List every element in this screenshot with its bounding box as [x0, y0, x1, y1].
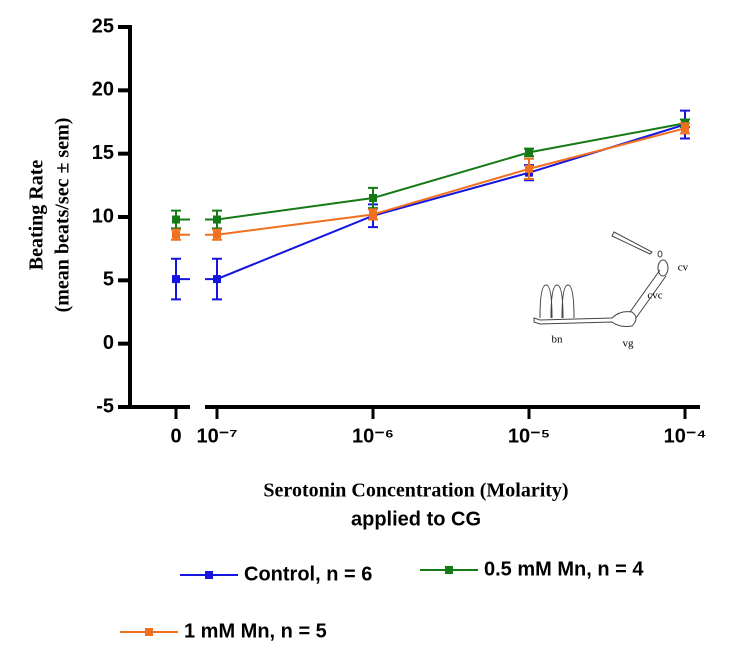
legend-entry: 0.5 mM Mn, n = 4 — [420, 558, 644, 580]
y-tick-label: 15 — [92, 142, 114, 164]
y-tick-label: -5 — [96, 395, 114, 417]
inset-label: cv — [678, 262, 689, 274]
marker — [213, 215, 221, 224]
legend-marker — [145, 628, 153, 636]
inset-label: cvc — [647, 290, 662, 302]
marker — [213, 275, 221, 284]
inset-diagram — [533, 231, 669, 327]
marker — [681, 124, 689, 133]
marker — [172, 275, 180, 284]
y-tick-label: 10 — [92, 205, 114, 227]
bn-loops — [539, 284, 575, 319]
cvc-trunk — [629, 269, 667, 319]
y-axis-label-line: Beating Rate — [26, 160, 48, 271]
y-tick-label: 0 — [103, 332, 114, 354]
pipette — [611, 231, 653, 255]
x-tick-label: 0 — [170, 425, 181, 447]
legend-marker — [445, 566, 453, 574]
legend-label: 0.5 mM Mn, n = 4 — [484, 558, 644, 580]
x-tick-label: 10⁻⁶ — [352, 425, 394, 447]
y-tick-label: 25 — [92, 15, 114, 37]
pipette-tip — [657, 250, 663, 258]
x-tick-label: 10⁻⁴ — [664, 425, 707, 447]
legend-label: 1 mM Mn, n = 5 — [184, 620, 327, 642]
marker — [525, 148, 533, 157]
x-axis-sublabel: applied to CG — [351, 508, 481, 530]
axis-break-gap — [190, 27, 205, 401]
marker — [525, 164, 533, 173]
inset-label: bn — [552, 334, 564, 346]
marker — [172, 230, 180, 239]
series — [171, 109, 690, 301]
x-tick-label: 10⁻⁷ — [196, 425, 237, 447]
y-tick-label: 20 — [92, 79, 114, 101]
legend-label: Control, n = 6 — [244, 563, 372, 585]
legend-marker — [205, 571, 213, 579]
x-tick-label: 10⁻⁵ — [508, 425, 550, 447]
marker — [213, 230, 221, 239]
y-tick-label: 5 — [103, 269, 114, 291]
legend-entry: Control, n = 6 — [180, 563, 372, 585]
y-axis-label: Beating Rate (mean beats/sec ± sem) — [26, 118, 74, 313]
series-line — [176, 122, 686, 221]
cv-bulb — [657, 259, 669, 277]
marker — [172, 215, 180, 224]
marker — [369, 194, 377, 202]
legend-entry: 1 mM Mn, n = 5 — [120, 620, 327, 642]
marker — [369, 210, 377, 219]
x-axis-label: Serotonin Concentration (Molarity) — [263, 480, 568, 502]
y-axis-label-line: (mean beats/sec ± sem) — [52, 118, 74, 313]
ganglion-outline — [533, 311, 637, 327]
series — [171, 118, 690, 230]
inset-label: vg — [623, 338, 635, 350]
